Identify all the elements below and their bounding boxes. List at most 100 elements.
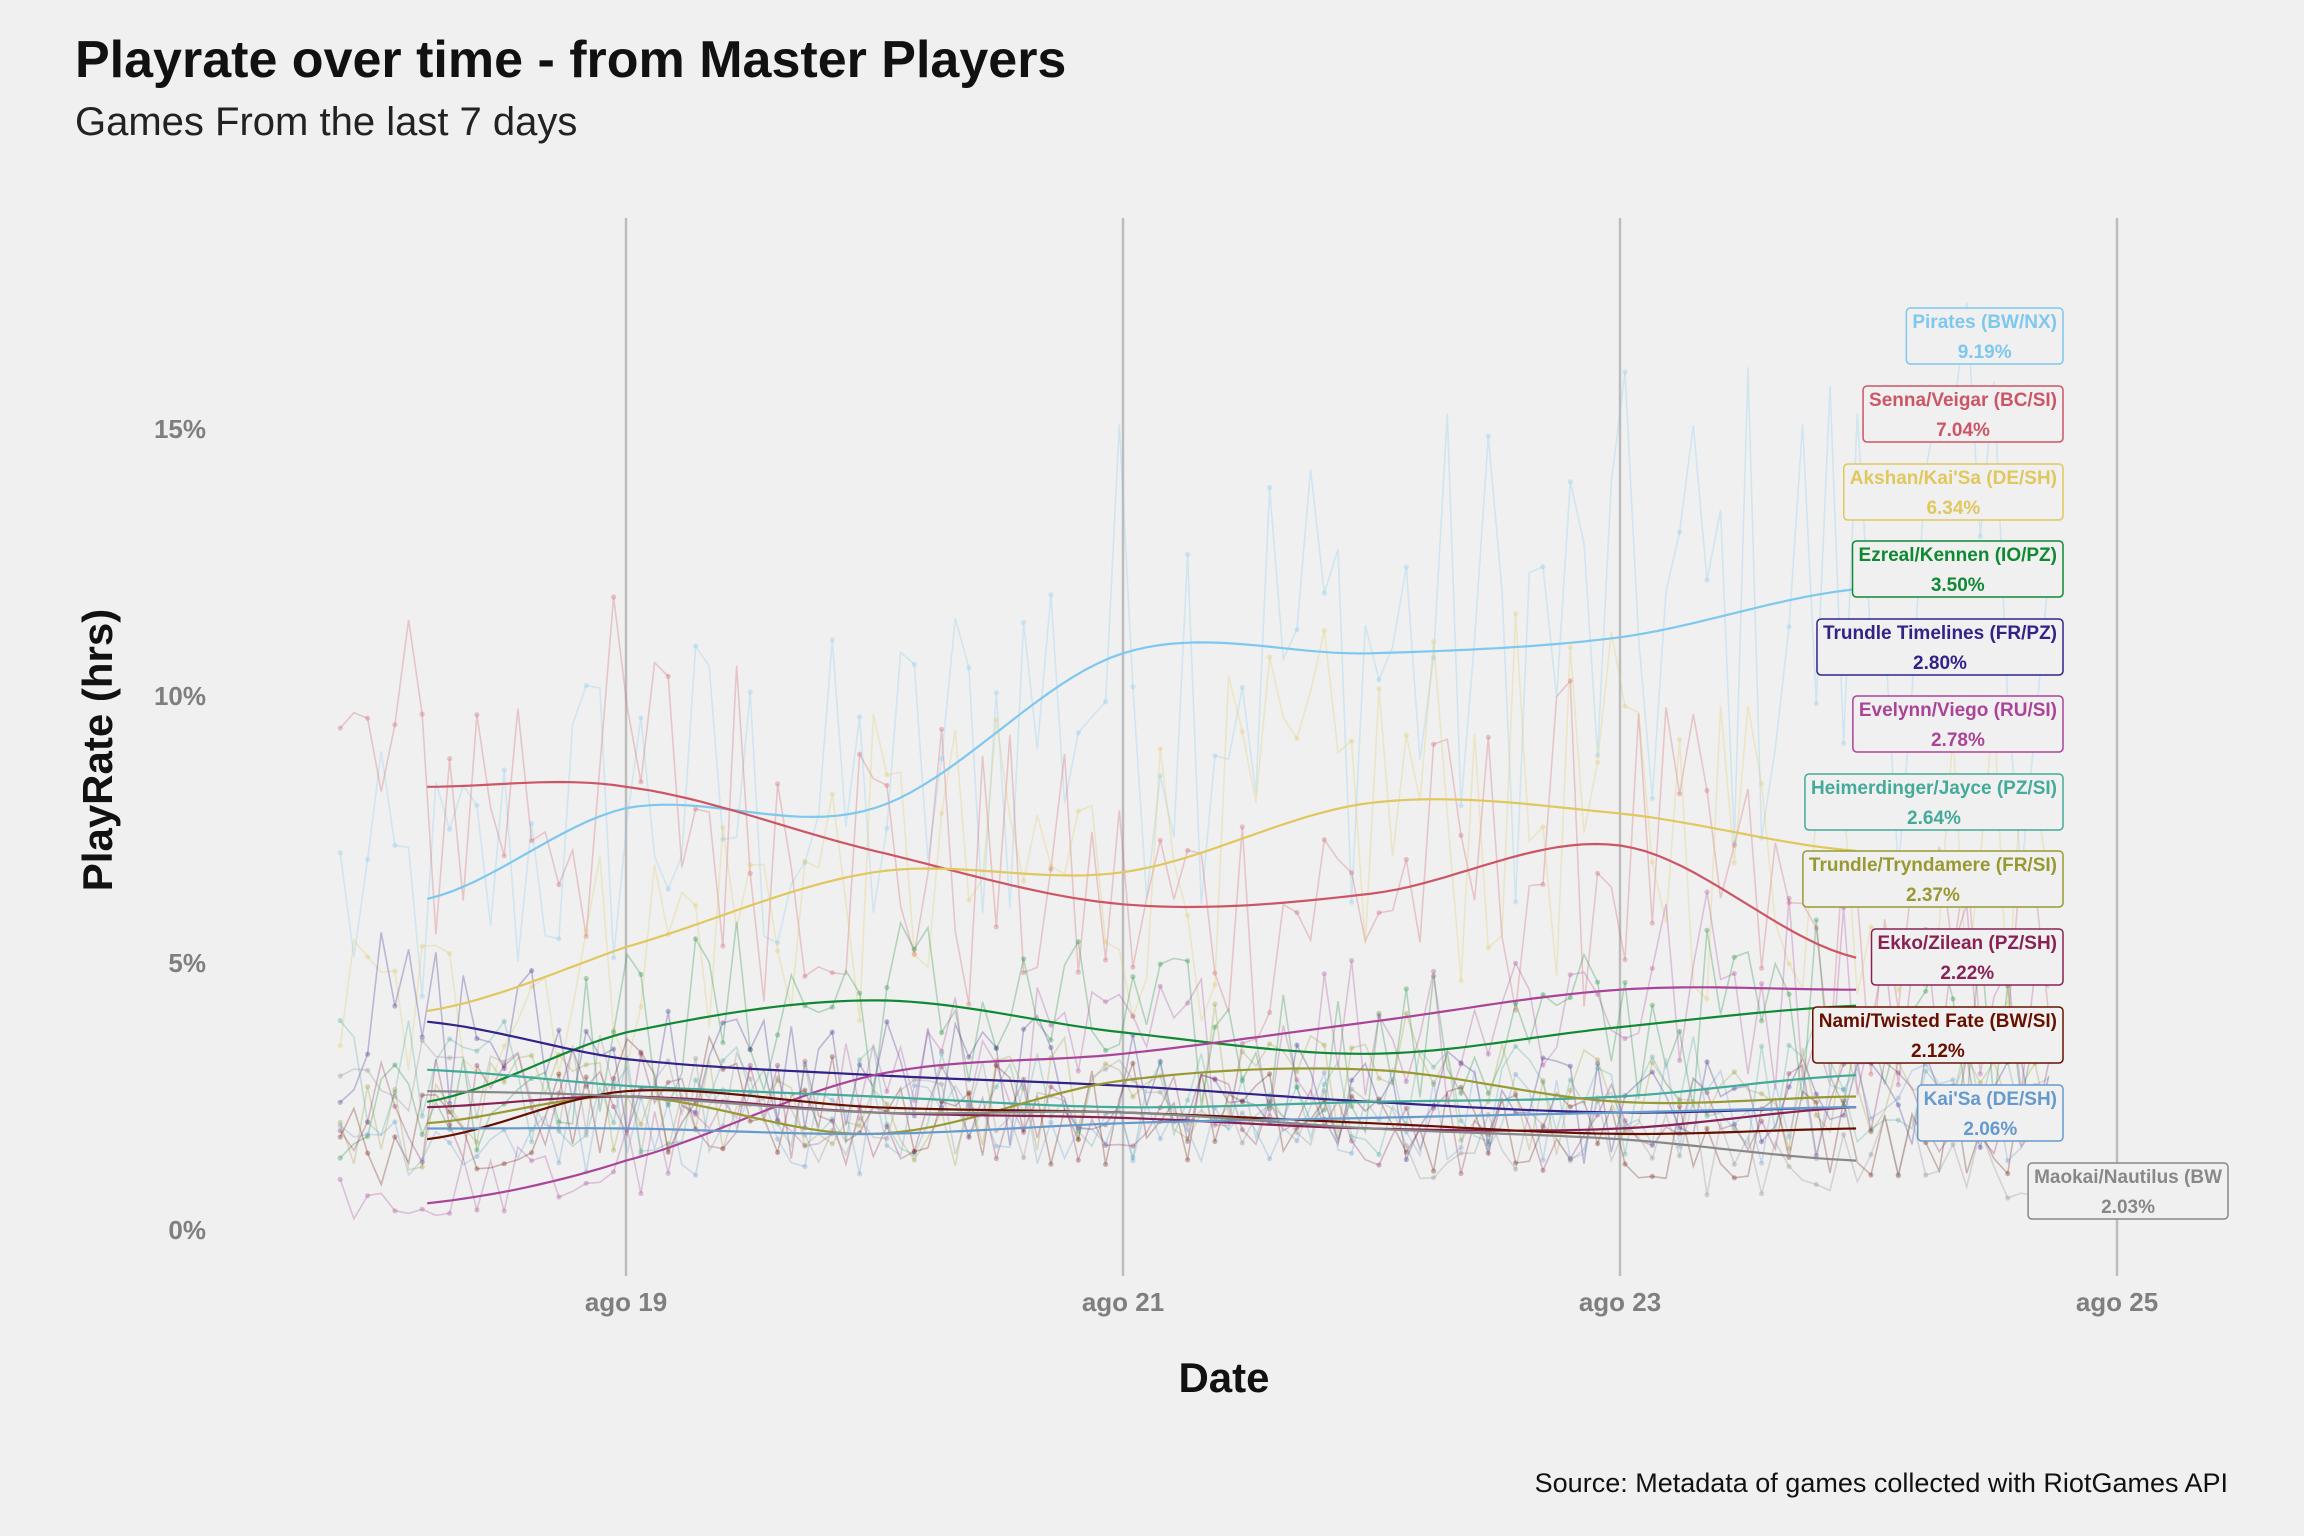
- raw-point: [720, 1040, 726, 1046]
- raw-point: [857, 714, 863, 720]
- raw-point: [1595, 752, 1601, 759]
- raw-point: [1786, 900, 1792, 906]
- raw-point: [857, 751, 863, 757]
- raw-point: [1021, 1129, 1027, 1136]
- label-box: [1851, 540, 2064, 598]
- raw-point: [1485, 734, 1491, 740]
- raw-point: [884, 1088, 890, 1094]
- raw-point: [392, 1134, 398, 1140]
- raw-point: [966, 1102, 972, 1108]
- raw-point: [1349, 1138, 1355, 1144]
- raw-point: [802, 1143, 808, 1149]
- raw-point: [529, 984, 535, 990]
- raw-point: [392, 1208, 398, 1214]
- raw-point: [1977, 1080, 1983, 1086]
- raw-point: [638, 971, 644, 978]
- raw-point: [1786, 1042, 1792, 1048]
- raw-point: [1786, 961, 1792, 967]
- raw-point: [1239, 1049, 1245, 1055]
- raw-point: [1294, 1084, 1300, 1090]
- raw-point: [1376, 686, 1382, 692]
- raw-point: [447, 756, 453, 762]
- raw-point: [966, 1133, 972, 1139]
- raw-point: [1048, 866, 1054, 872]
- raw-point: [1649, 1069, 1655, 1075]
- raw-point: [1513, 1160, 1519, 1166]
- raw-point: [1431, 639, 1437, 645]
- raw-point: [1704, 1113, 1710, 1119]
- label-box: [1870, 928, 2064, 986]
- raw-point: [1239, 1078, 1245, 1084]
- raw-point: [884, 1136, 890, 1142]
- raw-point: [1595, 870, 1601, 876]
- raw-point: [1759, 1118, 1765, 1124]
- raw-point: [419, 943, 425, 949]
- series-line-11: [427, 1090, 1857, 1162]
- series-label-10: Kai'Sa (DE/SH) 2.06%: [1916, 1084, 2064, 1142]
- raw-point: [1349, 738, 1355, 744]
- raw-point: [775, 1032, 781, 1038]
- label-box: [1812, 1006, 2064, 1064]
- raw-point: [1977, 1144, 1983, 1150]
- raw-point: [1103, 1161, 1109, 1167]
- raw-point: [501, 1043, 507, 1049]
- raw-point: [1895, 1117, 1901, 1123]
- raw-point: [1704, 1125, 1710, 1131]
- raw-point: [1431, 741, 1437, 747]
- raw-point: [747, 1062, 753, 1068]
- raw-point: [1321, 590, 1327, 596]
- raw-point: [1731, 840, 1737, 846]
- raw-point: [1595, 759, 1601, 765]
- raw-point: [611, 955, 617, 961]
- raw-point: [1103, 1066, 1109, 1072]
- raw-point: [1130, 974, 1136, 980]
- raw-point: [1595, 1141, 1601, 1147]
- raw-point: [1349, 1086, 1355, 1092]
- raw-point: [447, 1109, 453, 1115]
- label-box: [1862, 385, 2064, 443]
- raw-point: [1403, 1149, 1409, 1155]
- raw-point: [1977, 1071, 1983, 1077]
- series-name: Maokai/Nautilus (BW: [2034, 1167, 2222, 1188]
- raw-point: [1595, 979, 1601, 985]
- raw-point: [911, 951, 917, 957]
- raw-point: [1977, 533, 1983, 540]
- raw-point: [337, 725, 343, 731]
- raw-point: [966, 897, 972, 903]
- raw-line-8: [339, 1047, 2050, 1174]
- label-box: [1804, 773, 2064, 831]
- raw-point: [1595, 1060, 1601, 1067]
- raw-point: [529, 1052, 535, 1059]
- raw-point: [556, 1128, 562, 1134]
- raw-point: [1021, 619, 1027, 626]
- raw-point: [1212, 982, 1218, 988]
- raw-point: [1185, 1138, 1191, 1145]
- raw-point: [1567, 1087, 1573, 1093]
- raw-point: [556, 1194, 562, 1200]
- raw-point: [1649, 1173, 1655, 1179]
- raw-point: [419, 1131, 425, 1138]
- raw-point: [611, 1169, 617, 1175]
- raw-point: [1376, 1075, 1382, 1081]
- raw-point: [1458, 1084, 1464, 1090]
- raw-point: [1431, 1175, 1437, 1181]
- raw-point: [775, 1136, 781, 1142]
- raw-point: [1513, 1092, 1519, 1098]
- label-box: [2027, 1162, 2229, 1220]
- raw-point: [1540, 1062, 1546, 1068]
- raw-point: [884, 1123, 890, 1130]
- raw-point: [1048, 592, 1054, 598]
- series-value: 2.03%: [2101, 1197, 2155, 1218]
- raw-point: [1786, 1071, 1792, 1077]
- raw-point: [1048, 1161, 1054, 1167]
- raw-point: [1813, 1181, 1819, 1188]
- raw-point: [447, 1055, 453, 1061]
- raw-point: [1677, 1125, 1683, 1131]
- raw-point: [1458, 1150, 1464, 1156]
- raw-point: [829, 1141, 835, 1147]
- raw-point: [1813, 1152, 1819, 1158]
- raw-point: [1677, 791, 1683, 797]
- raw-point: [583, 933, 589, 939]
- raw-point: [1677, 736, 1683, 743]
- raw-point: [474, 1139, 480, 1145]
